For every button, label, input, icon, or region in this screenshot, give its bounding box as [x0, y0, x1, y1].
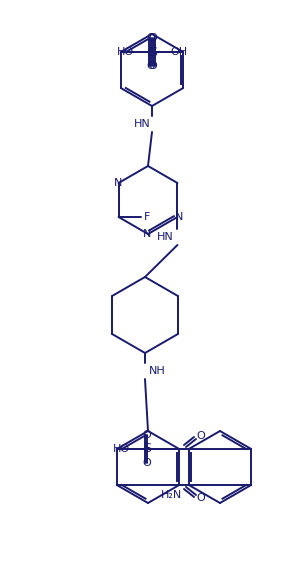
Text: S: S	[147, 45, 155, 59]
Text: O: O	[147, 61, 156, 71]
Text: O: O	[197, 493, 205, 503]
Text: S: S	[149, 45, 157, 59]
Text: HO: HO	[116, 47, 134, 57]
Text: HN: HN	[157, 232, 174, 242]
Text: O: O	[148, 33, 157, 43]
Text: N: N	[143, 229, 151, 239]
Text: NH: NH	[149, 366, 165, 376]
Text: N: N	[114, 178, 123, 188]
Text: OH: OH	[170, 47, 188, 57]
Text: N: N	[175, 212, 184, 222]
Text: HO: HO	[113, 444, 130, 454]
Text: O: O	[143, 430, 151, 440]
Text: F: F	[144, 212, 151, 222]
Text: HN: HN	[134, 119, 150, 129]
Text: O: O	[197, 431, 205, 441]
Text: O: O	[148, 61, 157, 71]
Text: O: O	[143, 458, 151, 468]
Text: S: S	[143, 443, 151, 455]
Text: H₂N: H₂N	[160, 490, 182, 500]
Text: O: O	[147, 33, 156, 43]
